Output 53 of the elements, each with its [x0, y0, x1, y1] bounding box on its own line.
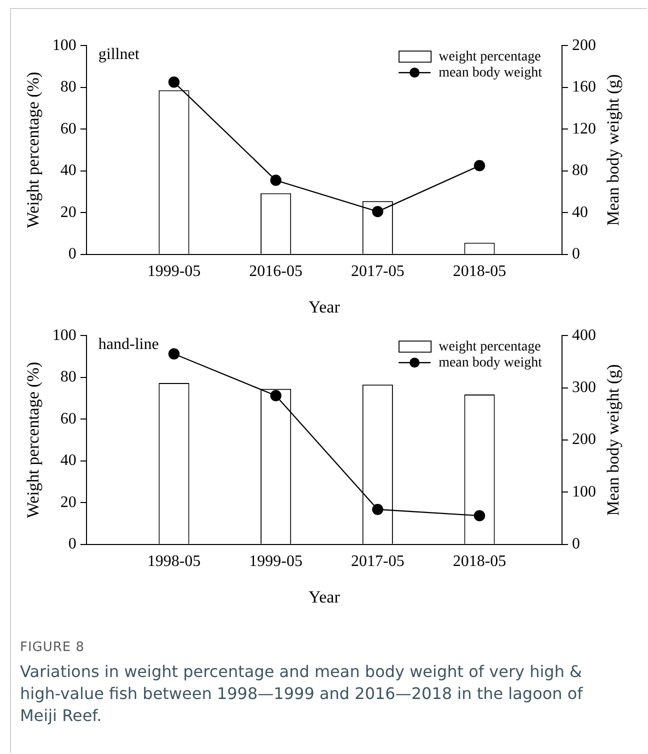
chart-title: gillnet: [98, 46, 140, 63]
y-tick-label: 20: [60, 494, 76, 511]
y2-tick-label: 200: [572, 431, 596, 448]
point: [372, 206, 384, 218]
text: Variations in weight percentage and mean body weight of very high & high-value fish between 1998—1999 and 2016—2018 in the lagoon of Meiji Reef.: [20, 661, 584, 727]
point: [270, 390, 282, 402]
point: [474, 160, 486, 172]
y2-tick-label: 0: [572, 246, 580, 263]
legend-label: weight percentage: [438, 49, 541, 64]
y-tick-label: 60: [60, 120, 76, 138]
y-tick-label: 80: [60, 368, 76, 386]
caption: FIGURE 8: [20, 640, 86, 655]
y2-tick-label: 40: [572, 204, 588, 221]
y2-tick-label: 80: [572, 162, 588, 180]
x-tick-label: 1998-05: [147, 553, 201, 570]
point: [168, 348, 180, 360]
y-tick-label: 20: [60, 204, 76, 221]
y2-tick-label: 120: [572, 120, 596, 138]
x-tick-label: 2017-05: [351, 553, 404, 570]
y2-tick-label: 300: [572, 379, 596, 396]
y2-tick-label: 160: [572, 78, 596, 96]
y2-tick-label: 200: [572, 36, 596, 54]
y-tick-label: 100: [52, 36, 76, 54]
x-tick-label: 2017-05: [351, 263, 404, 280]
point: [372, 504, 384, 516]
y2-axis-title: Mean body weight (g): [603, 364, 622, 516]
y2-axis-title: Mean body weight (g): [603, 74, 622, 226]
y-axis-title: Weight percentage (%): [24, 362, 43, 518]
point: [270, 174, 282, 186]
x-tick-label: 1999-05: [249, 553, 302, 570]
y2-tick-label: 400: [572, 326, 596, 344]
y-tick-label: 80: [60, 78, 76, 96]
y-tick-label: 40: [60, 452, 76, 470]
y2-tick-label: 0: [572, 536, 580, 553]
y2-tick-label: 100: [572, 483, 596, 500]
x-tick-label: 2018-05: [452, 263, 506, 280]
legend-label: weight percentage: [438, 339, 541, 354]
y-tick-label: 0: [68, 246, 76, 263]
chart-title: hand-line: [98, 336, 159, 353]
y-tick-label: 100: [52, 326, 76, 344]
y-axis-title: Weight percentage (%): [24, 72, 43, 228]
legend-label: mean body weight: [438, 355, 542, 370]
legend-label: mean body weight: [438, 65, 542, 80]
x-axis-title: Year: [308, 297, 340, 316]
x-tick-label: 2016-05: [249, 263, 302, 280]
point: [474, 510, 486, 522]
x-tick-label: 1999-05: [147, 263, 201, 280]
point: [168, 76, 180, 88]
x-tick-label: 2018-05: [452, 553, 506, 570]
y-tick-label: 40: [60, 162, 76, 180]
y-tick-label: 60: [60, 410, 76, 428]
y-tick-label: 0: [68, 536, 76, 553]
x-axis-title: Year: [308, 587, 340, 606]
